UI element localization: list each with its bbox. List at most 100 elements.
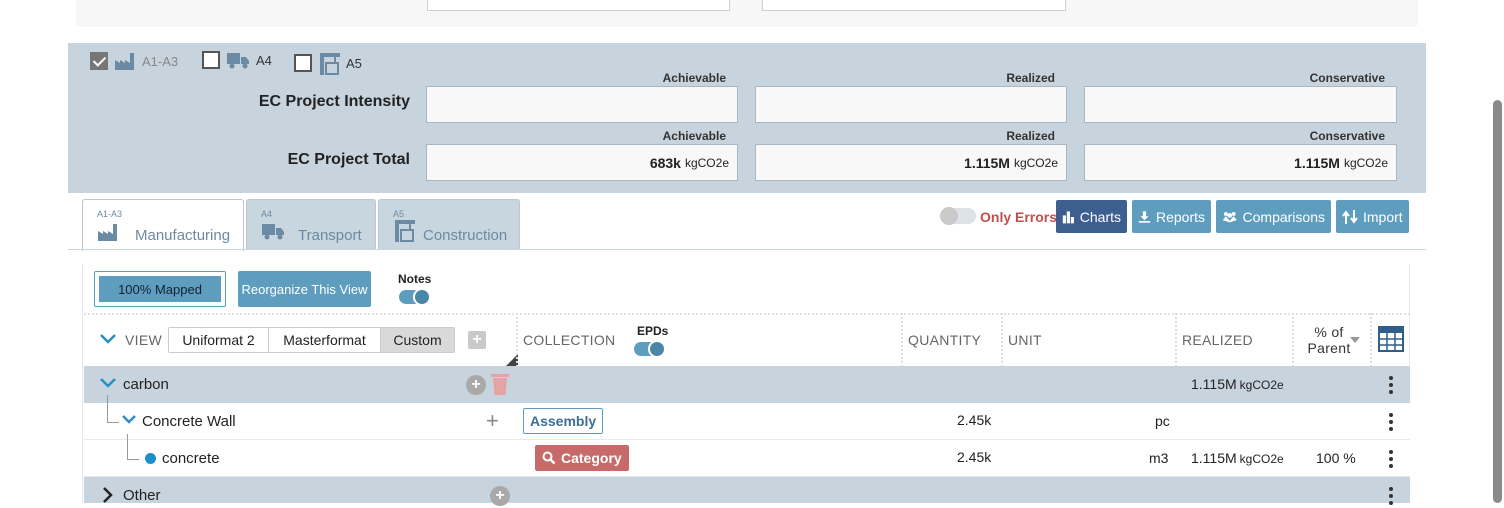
add-circle-icon[interactable]: + xyxy=(466,375,486,395)
notes-label: Notes xyxy=(398,272,432,286)
chevron-down-icon[interactable] xyxy=(121,414,137,425)
phase-a5-filter[interactable]: A5 xyxy=(294,51,362,75)
download-icon xyxy=(1138,210,1151,223)
comparisons-button-label: Comparisons xyxy=(1242,208,1325,225)
reorganize-view-button[interactable]: Reorganize This View xyxy=(238,271,371,307)
comparisons-button[interactable]: Comparisons xyxy=(1216,200,1331,233)
check-icon xyxy=(648,340,666,358)
only-errors-label: Only Errors xyxy=(980,209,1058,225)
intensity-conservative-value xyxy=(1084,86,1397,123)
users-icon xyxy=(1222,211,1237,222)
import-arrows-icon xyxy=(1342,209,1358,224)
ec-project-total-label: EC Project Total xyxy=(287,151,410,168)
check-icon xyxy=(413,288,431,306)
pct-parent-header[interactable]: % of Parent xyxy=(1307,324,1351,356)
phase-a4-filter[interactable]: A4 xyxy=(202,51,272,69)
total-realized-label: Realized xyxy=(1006,129,1055,143)
truck-icon xyxy=(262,224,284,240)
view-option-masterformat[interactable]: Masterformat xyxy=(269,328,381,352)
material-dot-icon xyxy=(145,453,156,464)
add-view-icon[interactable]: + xyxy=(468,331,486,349)
assembly-badge[interactable]: Assembly xyxy=(523,408,604,434)
collection-header: COLLECTION xyxy=(523,332,616,348)
total-conservative-label: Conservative xyxy=(1309,129,1385,143)
row-name: Other xyxy=(123,487,161,504)
tab-construction-label: Construction xyxy=(423,227,508,244)
top-field-2[interactable] xyxy=(762,0,1066,11)
row-menu-icon[interactable] xyxy=(1389,413,1393,434)
row-menu-icon[interactable] xyxy=(1389,450,1393,471)
phase-a1a3-filter[interactable]: A1-A3 xyxy=(90,51,178,71)
table-row[interactable]: concrete Category 2.45k m3 1.115M kgCO2e … xyxy=(84,434,1410,477)
table-row[interactable]: Concrete Wall + Assembly 2.45k pc xyxy=(84,395,1410,440)
tab-construction[interactable]: A5 Construction xyxy=(378,199,520,250)
factory-icon xyxy=(98,224,117,241)
top-field-1[interactable] xyxy=(427,0,730,11)
quantity-header: QUANTITY xyxy=(908,332,982,348)
crane-icon xyxy=(320,53,340,75)
epds-toggle[interactable] xyxy=(634,340,666,358)
tree-connector xyxy=(107,395,119,423)
phase-a1a3-label: A1-A3 xyxy=(142,53,179,69)
intensity-achievable-label: Achievable xyxy=(662,71,726,85)
chevron-down-icon[interactable] xyxy=(99,377,117,389)
only-errors-toggle[interactable] xyxy=(940,207,976,225)
total-conservative-value: 1.115M kgCO2e xyxy=(1084,144,1397,181)
row-quantity: 2.45k xyxy=(957,412,992,428)
row-unit: pc xyxy=(1155,413,1170,429)
row-realized: 1.115M kgCO2e xyxy=(1191,450,1284,466)
tab-transport-label: Transport xyxy=(298,227,362,244)
search-icon xyxy=(542,451,556,465)
phase-a1a3-checkbox[interactable] xyxy=(90,52,108,70)
realized-header: REALIZED xyxy=(1182,332,1253,348)
category-button[interactable]: Category xyxy=(535,445,629,471)
table-columns-icon[interactable] xyxy=(1378,326,1404,352)
vertical-scrollbar[interactable] xyxy=(1493,100,1502,503)
add-circle-icon[interactable]: + xyxy=(490,486,510,506)
tab-transport[interactable]: A4 Transport xyxy=(246,199,376,250)
reports-button-label: Reports xyxy=(1155,208,1205,225)
chevron-right-icon[interactable] xyxy=(102,487,114,503)
ec-summary-panel: A1-A3 A4 A5 Achievable Realized Conserva… xyxy=(68,43,1426,193)
row-menu-icon[interactable] xyxy=(1389,376,1393,397)
total-achievable-value: 683k kgCO2e xyxy=(426,144,738,181)
row-name: concrete xyxy=(162,450,220,467)
crane-icon xyxy=(395,220,415,242)
sort-down-icon[interactable] xyxy=(1350,337,1360,343)
unit-header: UNIT xyxy=(1008,332,1042,348)
row-name: carbon xyxy=(123,376,169,393)
table-row[interactable]: Other + xyxy=(84,477,1410,506)
tab-manufacturing[interactable]: A1-A3 Manufacturing xyxy=(82,199,244,251)
phase-a4-label: A4 xyxy=(256,52,272,68)
view-label: VIEW xyxy=(125,332,162,348)
view-option-custom[interactable]: Custom xyxy=(381,328,454,352)
add-icon[interactable]: + xyxy=(486,408,499,433)
tab-construction-phase: A5 xyxy=(393,209,405,219)
resize-handle-icon[interactable] xyxy=(506,354,518,366)
notes-toggle[interactable] xyxy=(399,288,431,306)
intensity-achievable-value xyxy=(426,86,738,123)
tab-manufacturing-phase: A1-A3 xyxy=(97,209,123,219)
intensity-conservative-label: Conservative xyxy=(1309,71,1385,85)
phase-a4-checkbox[interactable] xyxy=(202,51,220,69)
header-top-divider xyxy=(84,313,1410,315)
factory-icon xyxy=(115,53,134,70)
row-menu-icon[interactable] xyxy=(1389,487,1393,508)
trash-icon[interactable] xyxy=(490,372,510,396)
phase-a5-checkbox[interactable] xyxy=(294,54,312,72)
table-row[interactable]: carbon + 1.115M kgCO2e xyxy=(84,366,1410,403)
chevron-down-icon[interactable] xyxy=(99,333,117,345)
reports-button[interactable]: Reports xyxy=(1132,200,1211,233)
truck-icon xyxy=(227,53,249,69)
total-realized-value: 1.115M kgCO2e xyxy=(755,144,1067,181)
row-realized: 1.115M kgCO2e xyxy=(1191,376,1284,392)
import-button[interactable]: Import xyxy=(1336,200,1409,233)
tab-transport-phase: A4 xyxy=(261,209,273,219)
row-unit: m3 xyxy=(1149,450,1169,466)
total-achievable-label: Achievable xyxy=(662,129,726,143)
view-option-uniformat[interactable]: Uniformat 2 xyxy=(169,328,269,352)
intensity-realized-label: Realized xyxy=(1006,71,1055,85)
tree-connector xyxy=(127,434,139,460)
bar-chart-icon xyxy=(1062,210,1074,223)
charts-button[interactable]: Charts xyxy=(1056,200,1127,233)
